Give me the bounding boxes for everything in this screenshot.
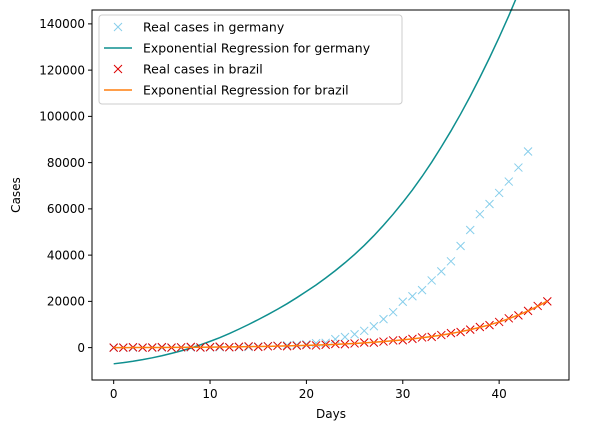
data-point (379, 314, 388, 324)
legend-marker-swatch (113, 22, 123, 32)
series-exponential-regression-for-brazil (113, 300, 548, 349)
data-point (504, 177, 514, 186)
y-tick-label: 20000 (47, 295, 85, 309)
y-axis-ticks: 0 20000 40000 60000 80000 100000 120000 140000 (39, 17, 92, 355)
data-point (446, 256, 456, 266)
y-tick-label: 100000 (39, 110, 85, 124)
data-point (350, 329, 359, 339)
data-point (388, 307, 398, 317)
data-point (417, 285, 427, 295)
line-exponential-regression-for-brazil (113, 300, 548, 349)
x-tick-label: 20 (299, 387, 314, 401)
legend-label: Real cases in brazil (143, 62, 263, 77)
data-marks (109, 0, 552, 365)
data-point (302, 339, 311, 349)
data-point (523, 147, 533, 156)
data-point (369, 321, 379, 331)
legend-entry-exponential-regression-for-germany: Exponential Regression for germany (104, 41, 371, 56)
legend-box (98, 14, 403, 105)
data-point (340, 332, 350, 342)
legend-entry-real-cases-in-brazil: Real cases in brazil (113, 62, 263, 77)
legend-marker-swatch (113, 64, 123, 74)
legend-entry-real-cases-in-germany: Real cases in germany (113, 20, 285, 35)
data-point (465, 225, 475, 235)
data-point (475, 209, 485, 219)
x-tick-label: 40 (491, 387, 506, 401)
data-point (494, 188, 504, 198)
data-point (292, 340, 302, 350)
legend-label: Exponential Regression for germany (143, 41, 371, 56)
data-point (456, 241, 465, 251)
x-axis-label: Days (316, 407, 346, 421)
y-tick-label: 60000 (47, 202, 85, 216)
data-point (485, 199, 494, 209)
data-point (514, 163, 523, 172)
legend-label: Exponential Regression for brazil (143, 83, 349, 98)
y-axis-label: Cases (9, 177, 23, 213)
x-axis-ticks: 0 10 20 30 40 (110, 380, 507, 401)
y-tick-label: 40000 (47, 248, 85, 262)
plot-frame (91, 9, 570, 381)
x-tick-label: 10 (202, 387, 217, 401)
data-point (436, 266, 446, 276)
y-tick-label: 80000 (47, 156, 85, 170)
data-point (359, 326, 369, 336)
y-tick-label: 120000 (39, 63, 85, 77)
x-tick-label: 0 (110, 387, 118, 401)
legend: Real cases in germany Exponential Regress… (98, 14, 403, 105)
data-point (427, 276, 437, 285)
y-tick-label: 0 (77, 341, 85, 355)
line-exponential-regression-for-germany (113, 0, 517, 365)
x-tick-label: 30 (395, 387, 410, 401)
legend-label: Real cases in germany (143, 20, 285, 35)
legend-entry-exponential-regression-for-brazil: Exponential Regression for brazil (104, 83, 349, 98)
series-exponential-regression-for-germany (113, 0, 517, 365)
data-point (398, 297, 408, 307)
y-tick-label: 140000 (39, 17, 85, 31)
data-point (408, 291, 417, 301)
